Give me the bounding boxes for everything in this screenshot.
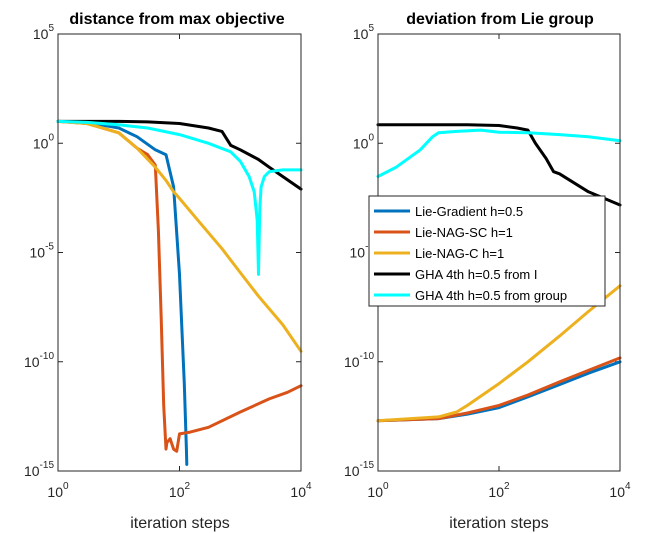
right-x-tick-label: 100 — [367, 481, 389, 500]
right-chart-title: deviation from Lie group — [406, 11, 594, 28]
right-x-tick-label: 104 — [609, 481, 631, 500]
legend-label: GHA 4th h=0.5 from group — [415, 288, 567, 303]
right-y-tick-label: 10-15 — [344, 460, 374, 479]
legend: Lie-Gradient h=0.5 Lie-NAG-SC h=1 Lie-NAG-… — [368, 195, 606, 307]
left-x-axis-label: iteration steps — [130, 515, 230, 532]
left-chart-title: distance from max objective — [69, 11, 284, 28]
right-x-axis-label: iteration steps — [449, 515, 549, 532]
left-y-tick-label: 10-15 — [24, 460, 54, 479]
right-y-tick-label: 100 — [353, 132, 375, 151]
legend-label: Lie-NAG-C h=1 — [415, 246, 504, 261]
left-axes-box — [57, 33, 302, 472]
legend-label: Lie-NAG-SC h=1 — [415, 225, 513, 240]
right-series-line-4 — [376, 123, 622, 207]
right-series-line-3 — [376, 284, 622, 423]
left-y-tick-label: 10-5 — [30, 242, 55, 261]
left-series — [56, 119, 303, 466]
legend-box — [368, 195, 606, 307]
left-x-tick-label: 102 — [169, 481, 191, 500]
right-y-tick-label: 10-10 — [344, 351, 374, 370]
left-y-tick-label: 105 — [33, 23, 55, 42]
right-y-tick-label: 105 — [353, 23, 375, 42]
left-y-tick-label: 100 — [33, 132, 55, 151]
left-series-line-5 — [56, 119, 303, 276]
right-series-line-2 — [376, 356, 622, 423]
panel-left: distance from max objective 100 102 104 10-… — [24, 11, 312, 532]
panel-right: deviation from Lie group 100 102 104 10-15 1… — [344, 11, 631, 532]
right-x-tick-label: 102 — [488, 481, 510, 500]
left-x-tick-label: 100 — [47, 481, 69, 500]
left-y-tick-label: 10-10 — [24, 351, 54, 370]
legend-label: GHA 4th h=0.5 from I — [415, 267, 537, 282]
left-series-line-4 — [56, 119, 303, 191]
legend-label: Lie-Gradient h=0.5 — [415, 204, 523, 219]
left-series-line-3 — [56, 119, 303, 353]
right-series — [376, 123, 622, 423]
right-series-line-5 — [376, 128, 622, 178]
left-series-line-1 — [56, 119, 189, 466]
left-ticks: 100 102 104 10-15 10-10 10-5 100 105 — [24, 23, 312, 500]
left-x-tick-label: 104 — [290, 481, 312, 500]
